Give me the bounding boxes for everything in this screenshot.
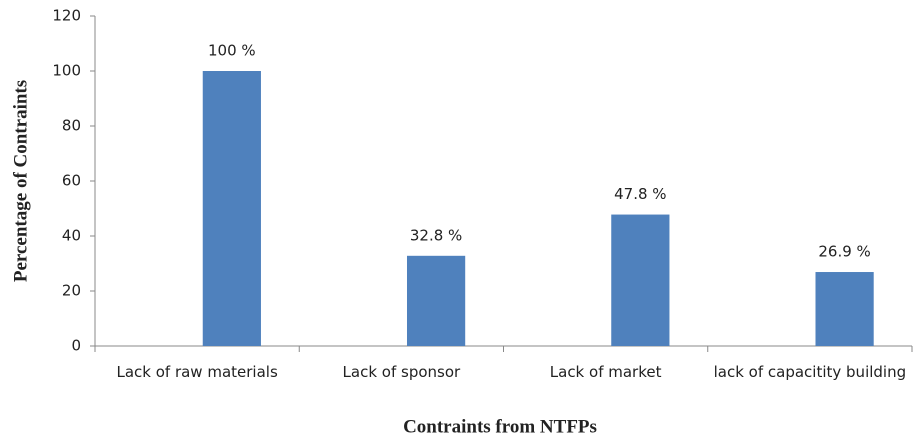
y-tick-label: 100 xyxy=(52,62,81,80)
bar xyxy=(611,214,670,346)
data-label: 47.8 % xyxy=(614,185,666,203)
y-tick-label: 20 xyxy=(62,282,81,300)
bar xyxy=(406,255,466,346)
x-tick-label: Lack of raw materials xyxy=(116,363,278,381)
y-tick-label: 40 xyxy=(62,227,81,245)
x-tick-label: lack of capacitity building xyxy=(713,363,907,381)
y-tick-label: 80 xyxy=(62,117,81,135)
y-axis-title: Percentage of Contraints xyxy=(10,80,31,282)
data-label: 26.9 % xyxy=(818,243,870,261)
y-tick-label: 60 xyxy=(62,172,81,190)
y-tick-label: 0 xyxy=(71,337,81,355)
x-tick-label: Lack of sponsor xyxy=(342,363,461,381)
data-label: 100 % xyxy=(208,42,256,60)
bar xyxy=(815,272,874,346)
bar xyxy=(202,71,261,346)
x-axis-title: Contraints from NTFPs xyxy=(403,416,597,437)
x-tick-label: Lack of market xyxy=(549,363,662,381)
y-tick-label: 120 xyxy=(52,7,81,25)
data-label: 32.8 % xyxy=(410,226,462,244)
